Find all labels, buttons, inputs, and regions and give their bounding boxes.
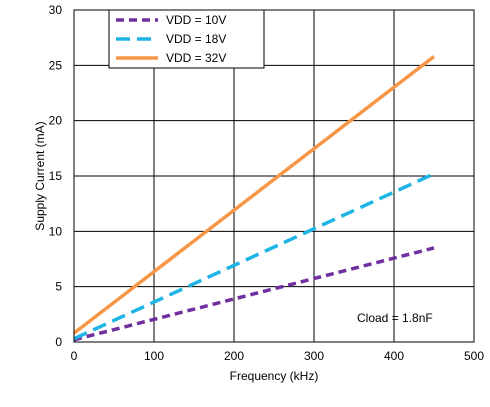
legend-label-3: VDD = 32V [166, 51, 226, 65]
tick-labels: 0 100 200 300 400 500 0 5 10 15 20 25 30 [49, 3, 485, 363]
y-tick-label: 30 [49, 3, 63, 17]
legend-label-1: VDD = 10V [166, 13, 226, 27]
y-tick-label: 10 [49, 224, 63, 238]
legend-label-2: VDD = 18V [166, 32, 226, 46]
x-tick-label: 100 [144, 349, 164, 363]
series-line-2 [73, 172, 435, 341]
y-tick-label: 20 [49, 114, 63, 128]
series-line-3 [72, 55, 436, 335]
y-tick-label: 15 [49, 169, 63, 183]
x-tick-label: 500 [464, 349, 484, 363]
x-tick-label: 0 [71, 349, 78, 363]
y-tick-label: 5 [55, 280, 62, 294]
x-tick-label: 200 [224, 349, 244, 363]
series-layer [72, 55, 436, 342]
x-tick-label: 300 [304, 349, 324, 363]
series-line-1 [73, 246, 435, 342]
x-axis-label: Frequency (kHz) [230, 369, 319, 383]
plot-area-frame [73, 9, 475, 343]
cload-annotation: Cload = 1.8nF [357, 311, 433, 325]
y-tick-label: 25 [49, 58, 63, 72]
y-axis-label: Supply Current (mA) [33, 121, 47, 230]
legend: VDD = 10V VDD = 18V VDD = 32V [108, 9, 265, 69]
y-tick-label: 0 [55, 335, 62, 349]
x-tick-label: 400 [384, 349, 404, 363]
